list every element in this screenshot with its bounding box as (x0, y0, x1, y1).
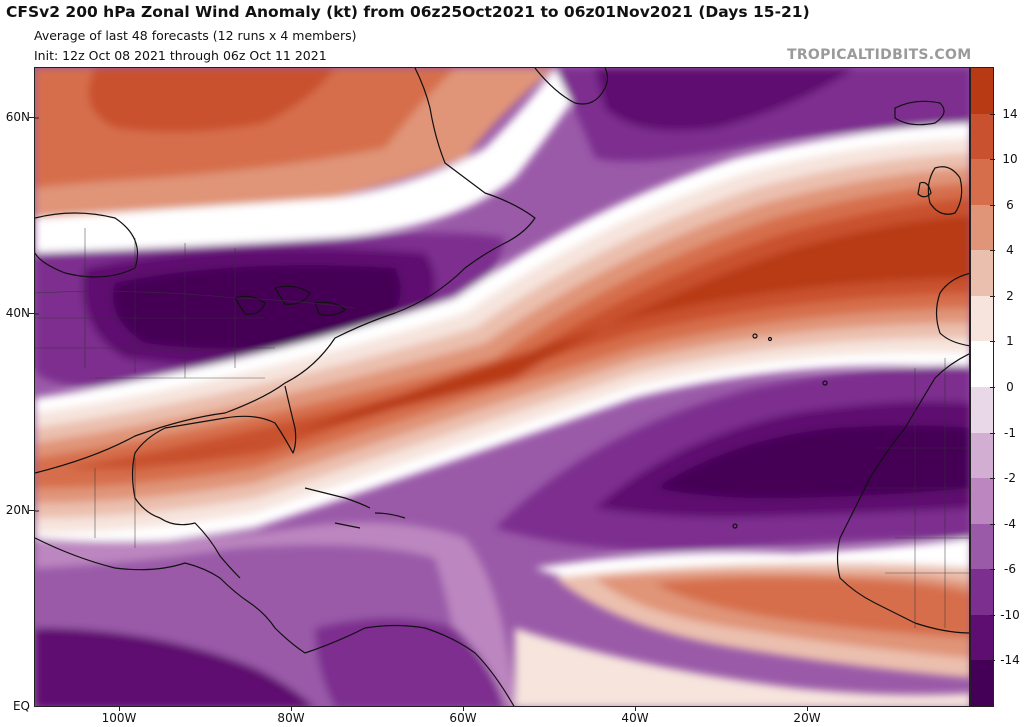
colorbar-segment (971, 387, 993, 434)
subtitle-forecast-average: Average of last 48 forecasts (12 runs x … (34, 28, 357, 43)
colorbar-tick (990, 204, 995, 206)
colorbar-segment (971, 113, 993, 160)
lat-label-20n: 20N (5, 503, 30, 517)
colorbar-segment (971, 660, 993, 706)
colorbar-segment (971, 478, 993, 525)
colorbar-tick (990, 341, 995, 343)
lat-tick (29, 510, 34, 511)
colorbar-tick (990, 523, 995, 525)
lat-tick (29, 117, 34, 118)
colorbar-label: 1 (1006, 334, 1014, 349)
colorbar-tick (990, 569, 995, 571)
lon-tick (291, 707, 292, 711)
colorbar-segment (971, 341, 993, 388)
colorbar-label: -1 (1004, 425, 1016, 440)
colorbar-label: 4 (1006, 243, 1014, 258)
colorbar-segment (971, 204, 993, 251)
colorbar-tick (990, 432, 995, 434)
colorbar-segment (971, 569, 993, 616)
colorbar-label: -14 (1000, 653, 1020, 668)
lon-label-20w: 20W (793, 711, 821, 725)
lon-tick (635, 707, 636, 711)
lon-label-60w: 60W (449, 711, 477, 725)
lon-label-100w: 100W (101, 711, 137, 725)
colorbar-label: -6 (1004, 562, 1016, 577)
colorbar-label: -2 (1004, 471, 1016, 486)
colorbar-tick (990, 660, 995, 662)
lon-tick (807, 707, 808, 711)
colorbar-tick (990, 478, 995, 480)
colorbar-segment (971, 295, 993, 342)
lon-label-40w: 40W (621, 711, 649, 725)
lat-tick (29, 313, 34, 314)
colorbar-segment (971, 68, 993, 115)
colorbar-tick (990, 113, 995, 115)
colorbar-label: 6 (1006, 197, 1014, 212)
colorbar-label: -4 (1004, 516, 1016, 531)
colorbar-segment (971, 250, 993, 297)
colorbar-segment (971, 159, 993, 206)
colorbar-tick (990, 250, 995, 252)
colorbar-segment (971, 432, 993, 479)
lat-label-60n: 60N (5, 110, 30, 124)
lon-tick (463, 707, 464, 711)
colorbar-tick (990, 614, 995, 616)
colorbar-label: 2 (1006, 288, 1014, 303)
lon-label-80w: 80W (277, 711, 305, 725)
colorbar-segment (971, 523, 993, 570)
lat-label-40n: 40N (5, 306, 30, 320)
brand-watermark: TROPICALTIDBITS.COM (787, 47, 972, 63)
colorbar-tick (990, 387, 995, 388)
colorbar-tick (990, 295, 995, 297)
colorbar-segment (971, 614, 993, 661)
lat-label-eq: EQ (12, 699, 30, 713)
colorbar-label: 14 (1002, 106, 1018, 121)
map-panel (34, 67, 970, 707)
colorbar-label: 10 (1002, 152, 1018, 167)
colorbar-label: 0 (1006, 380, 1014, 394)
colorbar-tick (990, 159, 995, 161)
chart-title: CFSv2 200 hPa Zonal Wind Anomaly (kt) fr… (6, 3, 810, 21)
subtitle-init-range: Init: 12z Oct 08 2021 through 06z Oct 11… (34, 48, 327, 63)
anomaly-map (35, 68, 969, 706)
lon-tick (119, 707, 120, 711)
colorbar-label: -10 (1000, 607, 1020, 622)
colorbar (970, 67, 994, 707)
